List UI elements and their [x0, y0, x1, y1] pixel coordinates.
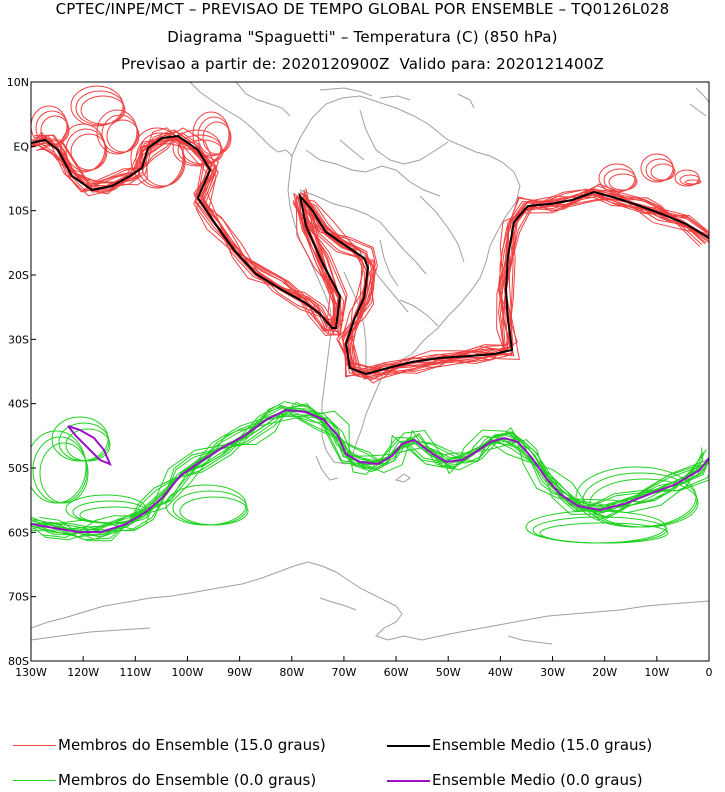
green-member-loop [65, 428, 111, 462]
lat-label: 30S [8, 333, 29, 346]
red-member-loop [202, 121, 232, 155]
red-member-loop [65, 128, 107, 172]
red-member-loop [177, 134, 223, 166]
lat-label: 70S [8, 591, 29, 604]
lon-label: 80W [279, 666, 304, 679]
red-member-contour [34, 134, 701, 374]
lon-label: 100W [172, 666, 204, 679]
legend-label-green-members: Membros do Ensemble (0.0 graus) [58, 771, 317, 789]
legend-label-red-members: Membros do Ensemble (15.0 graus) [58, 736, 326, 754]
lon-label: 110W [119, 666, 151, 679]
red-member-contour [31, 129, 709, 380]
lat-label: 50S [8, 462, 29, 475]
green-member-contour [31, 406, 709, 541]
green-member-loop [589, 478, 699, 528]
black-ensemble-mean [31, 134, 709, 376]
map-validity: Previsao a partir de: 2020120900Z Valido… [121, 55, 604, 73]
red-member-loop [130, 127, 184, 189]
green-member-loop [539, 522, 669, 544]
red-member-loop [650, 163, 676, 181]
legend-label-purple-mean: Ensemble Medio (0.0 graus) [432, 771, 643, 789]
green-member-contour [31, 415, 707, 541]
green-member-contour [31, 401, 709, 531]
red-member-loop [197, 116, 231, 156]
lon-label: 130W [15, 666, 47, 679]
map-frame [30, 81, 710, 662]
green-ensemble-members [31, 401, 709, 544]
lat-label: 80S [8, 655, 29, 668]
red-member-loop [70, 133, 108, 171]
legend-swatch-black-mean [387, 745, 430, 747]
lon-label: 70W [331, 666, 356, 679]
lon-label: 30W [540, 666, 565, 679]
lon-label: 40W [488, 666, 513, 679]
green-member-loop [172, 490, 248, 526]
lon-label: 0 [706, 666, 713, 679]
green-member-loop [79, 506, 149, 524]
green-member-loop [39, 442, 89, 504]
lat-label: 10N [7, 76, 29, 89]
red-member-loop [60, 123, 106, 173]
red-member-contour [33, 133, 709, 378]
legend-swatch-red-members [13, 745, 56, 746]
lon-label: 90W [227, 666, 252, 679]
lon-label: 20W [592, 666, 617, 679]
red-member-loop [645, 158, 675, 182]
red-member-loop [684, 179, 702, 185]
red-member-loop [608, 173, 638, 191]
red-member-loop [603, 168, 637, 192]
lat-label: 60S [8, 526, 29, 539]
lat-label: 40S [8, 398, 29, 411]
green-member-loop [31, 430, 87, 504]
lat-label: 20S [8, 269, 29, 282]
latitude-axis: 10N EQ 10S 20S 30S 40S 50S 60S 70S 80S [7, 76, 36, 668]
red-member-loop [80, 95, 126, 125]
red-member-loop [106, 119, 140, 153]
lon-label: 60W [384, 666, 409, 679]
red-member-loop [192, 111, 230, 157]
legend-label-black-mean: Ensemble Medio (15.0 graus) [432, 736, 653, 754]
red-member-loop [70, 85, 124, 127]
red-member-loop [172, 129, 222, 167]
red-member-loop [96, 109, 138, 155]
red-member-contour [38, 127, 709, 384]
green-member-contour [41, 410, 704, 539]
lon-label: 10W [644, 666, 669, 679]
red-member-loop [75, 90, 125, 126]
purple-ensemble-mean [31, 408, 709, 533]
red-ensemble-members [31, 85, 709, 384]
purple-mean-loop [67, 425, 112, 466]
red-member-loop [679, 174, 701, 186]
lat-label: 10S [8, 205, 29, 218]
map-title: CPTEC/INPE/MCT – PREVISAO DE TEMPO GLOBA… [55, 0, 670, 18]
red-member-loop [31, 105, 68, 147]
legend-swatch-purple-mean [387, 780, 430, 782]
lon-label: 120W [67, 666, 99, 679]
legend-swatch-green-members [13, 780, 56, 781]
lat-label: EQ [13, 140, 29, 153]
lon-label: 50W [436, 666, 461, 679]
longitude-axis: 130W 120W 110W 100W 90W 80W 70W 60W 50W 40W 30W 20W… [15, 656, 713, 679]
green-member-loop [179, 496, 249, 526]
map-subtitle: Diagrama "Spaguetti" – Temperatura (C) (… [167, 28, 558, 46]
